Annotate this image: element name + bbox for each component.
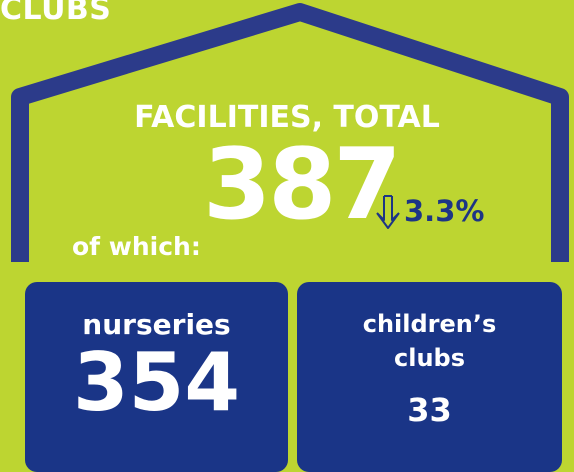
item-value: 354 xyxy=(73,336,240,429)
house-outline xyxy=(11,3,569,262)
breakdown-label: of which: xyxy=(72,232,201,261)
nurseries-card: nurseries 354 xyxy=(25,282,288,472)
total-value: 387 xyxy=(203,128,402,242)
item-label: children’s clubs xyxy=(362,310,497,372)
title: CLUBS xyxy=(0,0,112,27)
down-arrow-icon xyxy=(376,195,400,229)
item-label: nurseries xyxy=(82,308,231,341)
item-value: 33 xyxy=(407,391,452,430)
total-label: FACILITIES, TOTAL xyxy=(134,100,440,135)
clubs-card: children’s clubs 33 xyxy=(297,282,562,472)
total-change: 3.3% xyxy=(404,194,485,228)
house-graphic xyxy=(11,3,569,262)
